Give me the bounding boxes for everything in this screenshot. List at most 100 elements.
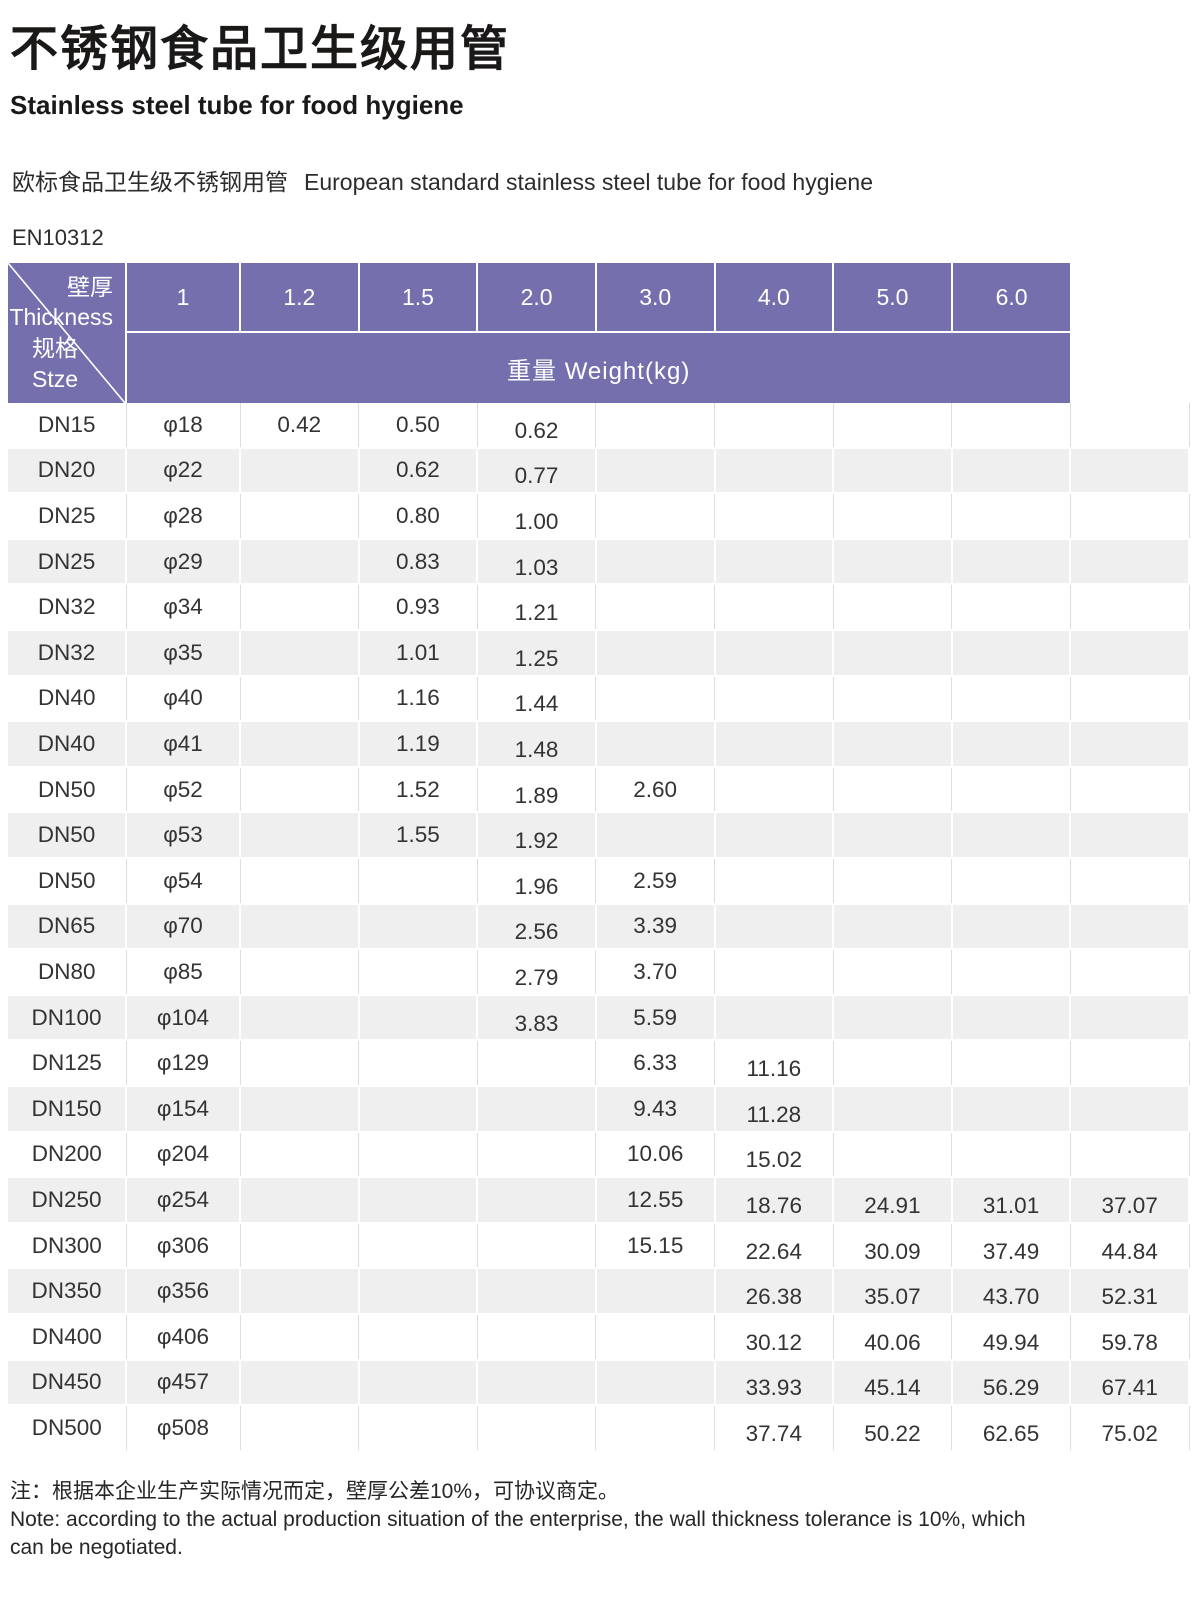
corner-thickness-en: Thickness <box>9 303 113 330</box>
weight-cell <box>1070 949 1190 996</box>
weight-cell: 59.78 <box>1070 1313 1190 1361</box>
weight-cell <box>833 1085 953 1133</box>
weight-cell <box>358 1405 478 1452</box>
weight-cell <box>951 584 1071 632</box>
diameter-cell: φ356 <box>126 1268 241 1315</box>
weight-cell <box>358 1040 478 1087</box>
diameter-cell: φ53 <box>126 812 241 859</box>
weight-cell: 52.31 <box>1070 1268 1190 1315</box>
weight-cell: 15.15 <box>595 1222 715 1270</box>
weight-cell <box>240 447 360 495</box>
diameter-cell: φ129 <box>126 1040 241 1087</box>
weight-cell <box>477 1268 597 1315</box>
size-cell: DN200 <box>8 1131 127 1179</box>
weight-cell <box>240 1313 360 1361</box>
table-row: DN150 φ154 9.43 11.28 <box>8 1085 1190 1133</box>
weight-cell <box>358 949 478 996</box>
weight-cell: 56.29 <box>951 1359 1072 1407</box>
thickness-col-header: 1.5 <box>357 263 478 333</box>
catalog-page: 不锈钢食品卫生级用管 Stainless steel tube for food… <box>0 22 1200 1622</box>
weight-cell <box>951 1131 1071 1179</box>
weight-cell <box>240 1222 360 1270</box>
weight-cell <box>595 447 716 495</box>
weight-cell <box>714 766 834 814</box>
weight-cell <box>833 584 953 632</box>
weight-cell <box>714 994 835 1042</box>
weight-cell <box>477 1222 597 1270</box>
weight-cell <box>833 903 953 951</box>
table-row: DN450 φ457 33.93 45.14 56.29 67.41 <box>8 1359 1190 1407</box>
weight-cell: 1.52 <box>358 766 478 814</box>
subtitle-zh: 欧标食品卫生级不锈钢用管 <box>12 169 288 196</box>
weight-cell: 26.38 <box>714 1268 835 1315</box>
table-row: DN100 φ104 3.83 5.59 <box>8 994 1190 1042</box>
weight-cell <box>951 1085 1072 1133</box>
size-cell: DN50 <box>8 858 127 905</box>
footnote-zh: 注：根据本企业生产实际情况而定，壁厚公差10%，可协议商定。 <box>10 1479 620 1503</box>
weight-cell <box>833 675 953 723</box>
weight-cell: 1.19 <box>358 721 479 768</box>
diameter-cell: φ457 <box>126 1359 241 1407</box>
weight-cell: 33.93 <box>714 1359 835 1407</box>
weight-cell <box>358 1131 478 1179</box>
size-cell: DN250 <box>8 1177 127 1224</box>
standard-code: EN10312 <box>12 224 104 250</box>
size-cell: DN300 <box>8 1222 127 1270</box>
weight-cell: 43.70 <box>951 1268 1072 1315</box>
weight-cell <box>714 447 835 495</box>
weight-cell: 1.16 <box>358 675 478 723</box>
weight-header-cell: 重量 Weight(kg) <box>124 331 1071 404</box>
diameter-cell: φ104 <box>126 994 241 1042</box>
weight-cell: 22.64 <box>714 1222 834 1270</box>
weight-cell <box>240 493 360 540</box>
weight-cell <box>714 949 834 996</box>
weight-cell: 2.59 <box>595 858 715 905</box>
weight-cell <box>714 812 835 859</box>
weight-cell <box>477 1313 597 1361</box>
subtitle-line: 欧标食品卫生级不锈钢用管 European standard stainless … <box>12 169 1200 197</box>
table-header: 壁厚 Thickness 规格 Stze 1 1.2 1.5 2.0 3.0 4.0 5.0… <box>8 263 1189 404</box>
weight-cell <box>1070 721 1190 768</box>
weight-cell <box>714 721 835 768</box>
weight-cell <box>595 493 715 540</box>
page-title-en: Stainless steel tube for food hygiene <box>10 90 464 121</box>
weight-cell: 18.76 <box>714 1177 835 1224</box>
weight-cell: 67.41 <box>1070 1359 1190 1407</box>
weight-cell: 11.28 <box>714 1085 835 1133</box>
weight-cell <box>595 403 715 449</box>
weight-cell <box>595 584 715 632</box>
diameter-cell: φ85 <box>126 949 241 996</box>
weight-cell: 1.92 <box>477 812 597 859</box>
diameter-cell: φ35 <box>126 630 241 677</box>
weight-cell: 0.62 <box>477 403 597 449</box>
weight-cell <box>240 630 360 677</box>
weight-cell <box>358 994 479 1042</box>
footnote: 注：根据本企业生产实际情况而定，壁厚公差10%，可协议商定。 Note: acc… <box>10 1478 1200 1562</box>
weight-cell <box>240 721 360 768</box>
weight-cell <box>951 447 1072 495</box>
table-row: DN80 φ85 2.79 3.70 <box>8 949 1190 996</box>
weight-cell <box>358 1359 479 1407</box>
weight-cell <box>240 584 360 632</box>
weight-cell: 0.62 <box>358 447 479 495</box>
weight-cell: 15.02 <box>714 1131 834 1179</box>
size-cell: DN400 <box>8 1313 127 1361</box>
size-cell: DN15 <box>8 403 127 449</box>
weight-cell <box>240 1040 360 1087</box>
table-row: DN400 φ406 30.12 40.06 49.94 59.78 <box>8 1313 1190 1361</box>
size-cell: DN500 <box>8 1405 127 1452</box>
weight-header-row: 重量 Weight(kg) <box>8 331 1189 404</box>
weight-cell <box>951 721 1072 768</box>
weight-cell <box>1070 493 1190 540</box>
table-row: DN500 φ508 37.74 50.22 62.65 75.02 <box>8 1405 1190 1452</box>
size-cell: DN65 <box>8 903 127 951</box>
weight-cell: 50.22 <box>833 1405 953 1452</box>
weight-cell <box>240 675 360 723</box>
weight-cell: 75.02 <box>1070 1405 1190 1452</box>
table-row: DN32 φ35 1.01 1.25 <box>8 630 1190 677</box>
weight-cell <box>358 1085 479 1133</box>
table-row: DN32 φ34 0.93 1.21 <box>8 584 1190 632</box>
thickness-col-header: 3.0 <box>594 263 715 333</box>
weight-cell <box>714 493 834 540</box>
corner-thickness-zh: 壁厚 <box>67 274 113 301</box>
